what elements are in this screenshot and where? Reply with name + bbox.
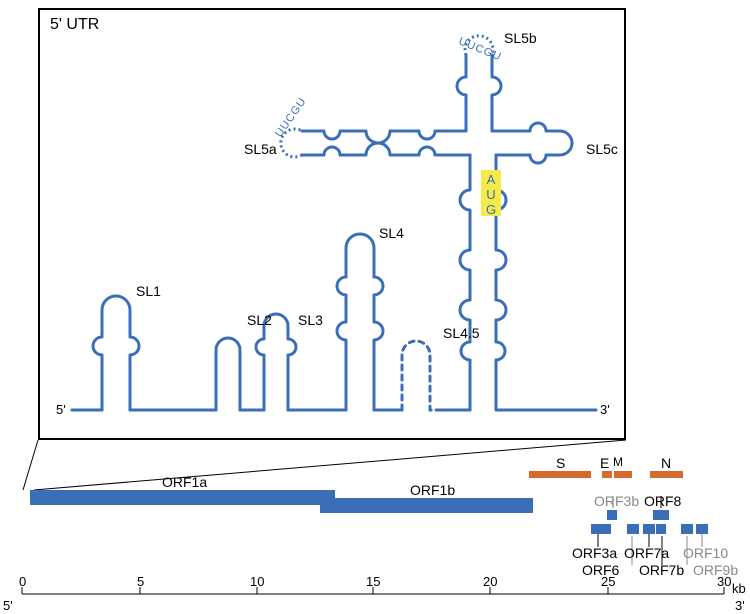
utr-panel: 5' UTR xyxy=(38,8,626,440)
axis-tick-15: 15 xyxy=(366,574,380,589)
sl5a-label: SL5a xyxy=(244,141,277,157)
orf1b-block xyxy=(320,498,533,513)
orf10-label: ORF10 xyxy=(683,545,728,561)
s-label: S xyxy=(556,455,565,471)
orf3b-label: ORF3b xyxy=(594,493,639,509)
e-block xyxy=(602,471,612,478)
orf1a-label: ORF1a xyxy=(162,474,207,490)
orf3b-block xyxy=(607,510,617,520)
m-block xyxy=(614,471,632,478)
sl4-label: SL4 xyxy=(379,225,404,241)
axis-tick-10: 10 xyxy=(250,574,264,589)
s-block xyxy=(529,471,591,478)
sl4.5-label: SL4.5 xyxy=(443,325,480,341)
axis-tick-0: 0 xyxy=(19,574,26,589)
sl5c-label: SL5c xyxy=(586,141,618,157)
start-codon-g: G xyxy=(486,202,496,217)
axis-tick-25: 25 xyxy=(601,574,615,589)
orf9b-block xyxy=(681,524,693,534)
orf7b-label: ORF7b xyxy=(639,562,684,578)
sl3-label: SL3 xyxy=(298,312,323,328)
orf8-block xyxy=(653,510,669,520)
orf7a-block xyxy=(643,524,655,534)
axis-tick-30: 30 xyxy=(717,574,731,589)
sl1-label: SL1 xyxy=(136,283,161,299)
orf3a-block xyxy=(591,524,611,534)
orf8-label: ORF8 xyxy=(644,493,681,509)
n-label: N xyxy=(661,455,671,471)
utr-5prime: 5' xyxy=(56,402,66,417)
axis-tick-5: 5 xyxy=(137,574,144,589)
start-codon-a: A xyxy=(487,172,496,187)
axis-3prime: 3' xyxy=(735,598,745,613)
orf6-block xyxy=(627,524,639,534)
n-block xyxy=(650,471,683,478)
axis-tick-20: 20 xyxy=(483,574,497,589)
sl5b-label: SL5b xyxy=(504,30,537,46)
e-label: E xyxy=(600,455,609,471)
sl2-label: SL2 xyxy=(247,312,272,328)
orf1b-label: ORF1b xyxy=(410,482,455,498)
utr-3prime: 3' xyxy=(600,402,610,417)
orf10-block xyxy=(696,524,708,534)
orf7b-block xyxy=(656,524,666,534)
axis-unit: kb xyxy=(732,581,746,596)
orf3a-label: ORF3a xyxy=(572,545,617,561)
start-codon-u: U xyxy=(486,187,495,202)
orf1a-block xyxy=(30,490,335,505)
m-label: M xyxy=(613,455,623,469)
orf7a-label: ORF7a xyxy=(624,545,669,561)
rna-secondary-structure: A U G xyxy=(40,10,628,442)
axis-5prime: 5' xyxy=(3,598,13,613)
